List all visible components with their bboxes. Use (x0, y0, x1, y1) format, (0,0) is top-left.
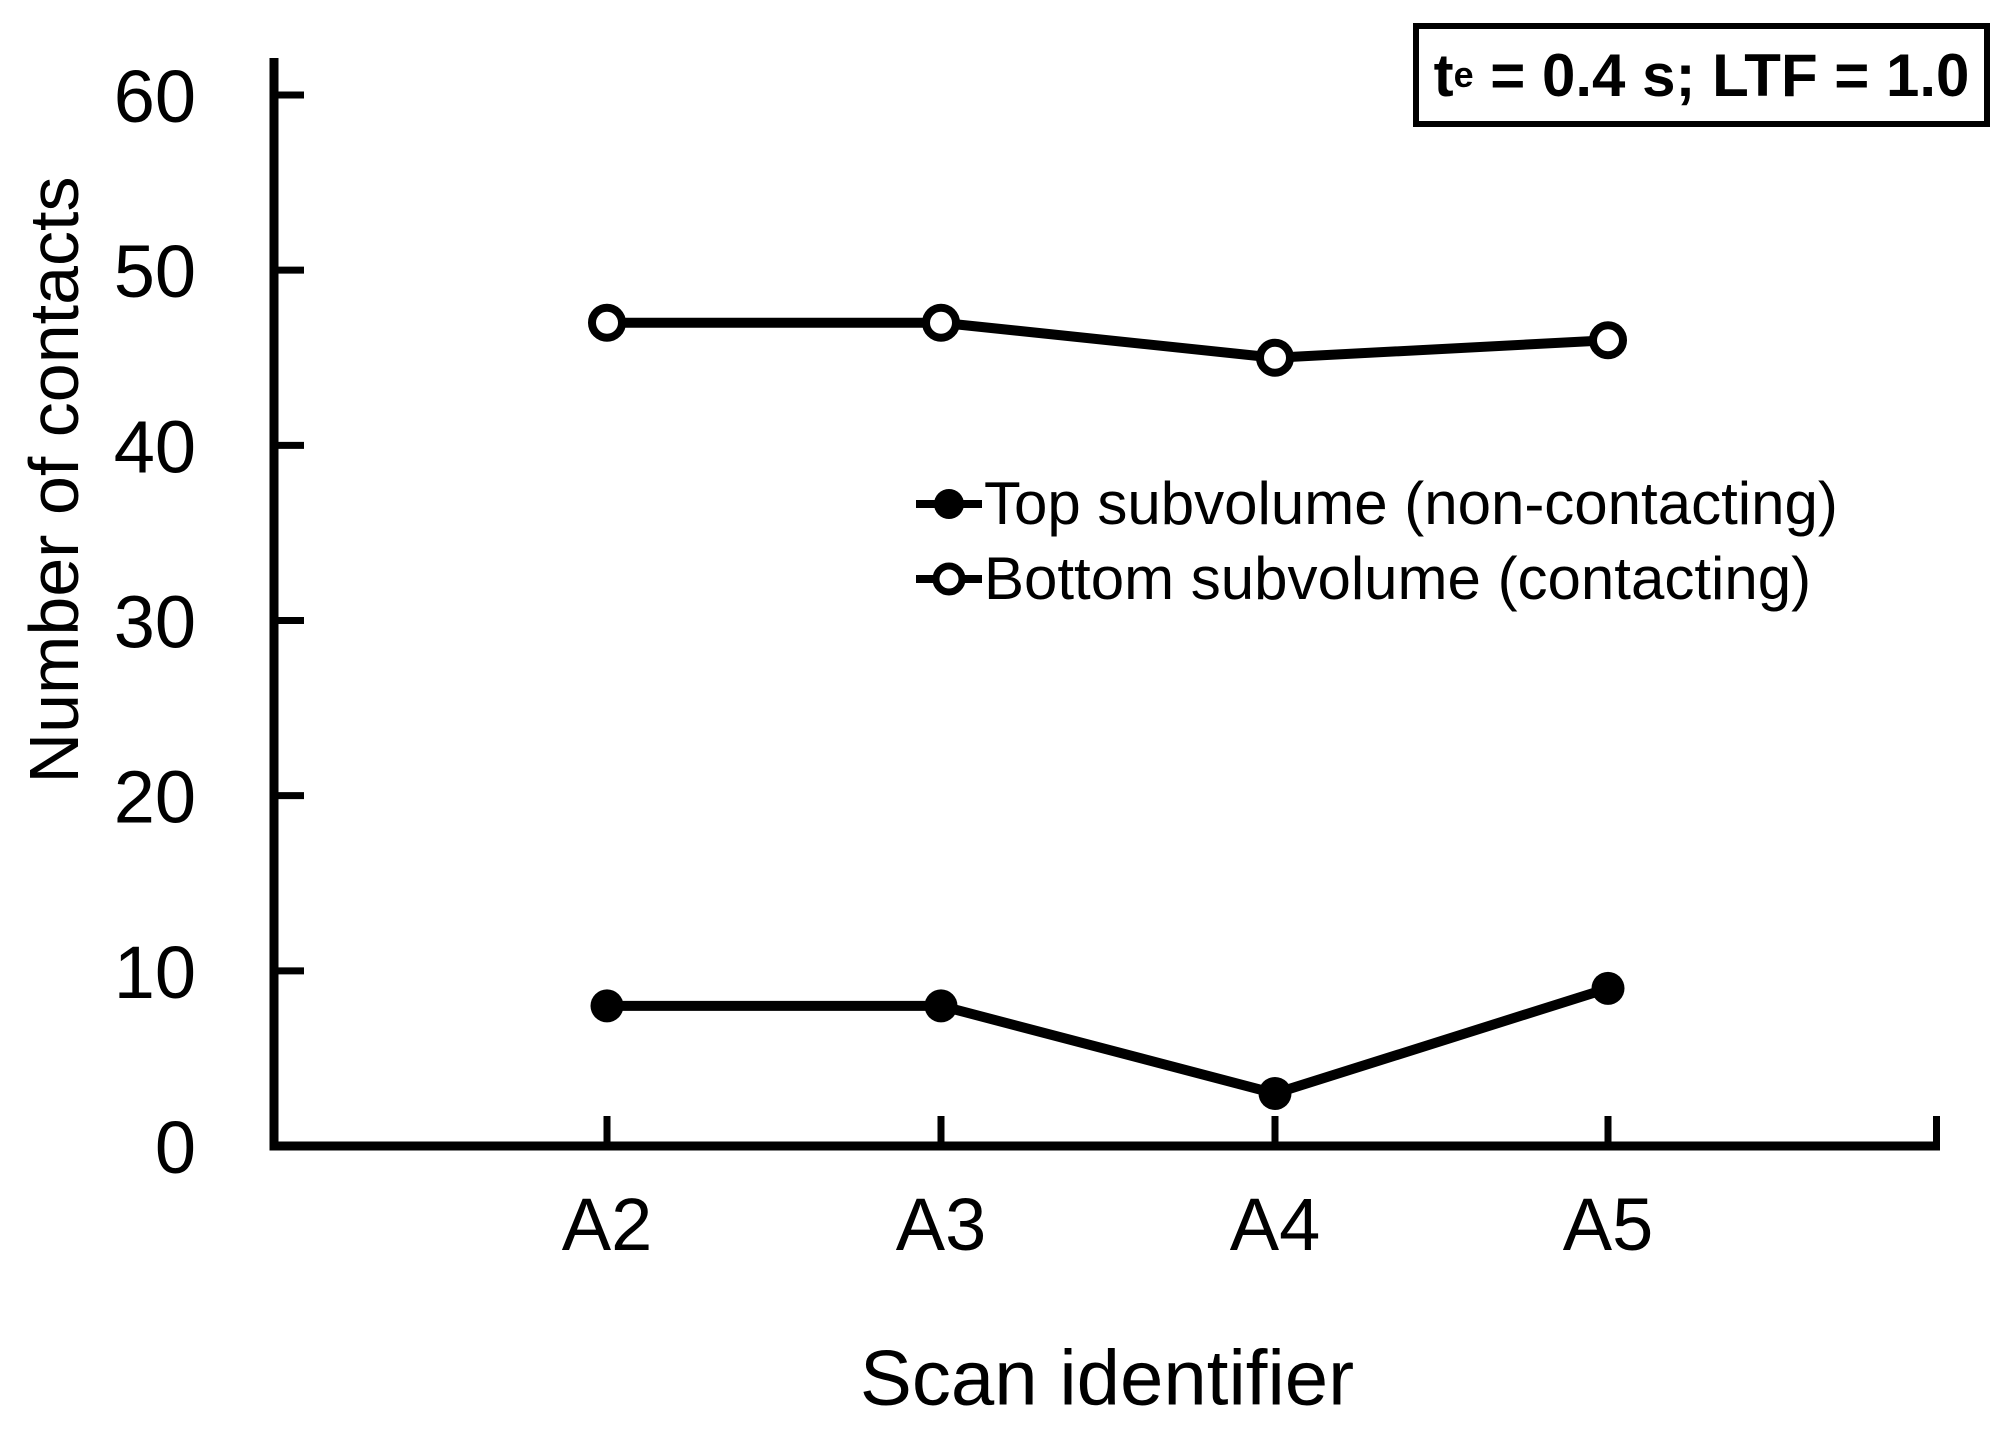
data-point-filled (590, 989, 624, 1023)
y-tick-label: 10 (114, 931, 196, 1014)
y-axis-title: Number of contacts (15, 176, 93, 784)
series-line (602, 983, 1613, 1099)
series-line (602, 317, 1613, 363)
x-tick-label: A4 (1230, 1183, 1321, 1266)
y-tick-label: 20 (114, 756, 196, 839)
open-circle-marker-icon (916, 562, 982, 595)
legend-item-top-subvolume: Top subvolume (non-contacting) (916, 466, 1838, 541)
legend: Top subvolume (non-contacting) Bottom su… (916, 466, 1838, 616)
series-group (588, 303, 1627, 1110)
y-tick-label: 0 (155, 1106, 196, 1189)
x-tick-label: A2 (562, 1183, 653, 1266)
tick-group (274, 91, 1940, 1146)
y-tick-label: 30 (114, 581, 196, 664)
data-point-filled (1258, 1076, 1292, 1110)
annotation-prefix: t (1433, 41, 1454, 109)
x-axis-title: Scan identifier (859, 1333, 1355, 1422)
data-point-filled (1591, 971, 1625, 1005)
y-tick-label: 40 (114, 405, 196, 488)
y-tick-label: 50 (114, 230, 196, 313)
legend-item-bottom-subvolume: Bottom subvolume (contacting) (916, 541, 1838, 616)
annotation-subscript: e (1453, 54, 1474, 95)
y-tick-label: 60 (114, 55, 196, 138)
x-tick-label: A3 (896, 1183, 987, 1266)
filled-circle-marker-icon (916, 488, 982, 519)
legend-label-bottom-subvolume: Bottom subvolume (contacting) (984, 545, 1812, 612)
data-point-filled (924, 989, 958, 1023)
data-point-open (1589, 321, 1627, 360)
data-point-open (1256, 338, 1294, 377)
data-point-open (922, 303, 960, 342)
legend-label-top-subvolume: Top subvolume (non-contacting) (984, 470, 1838, 537)
annotation-rest: = 0.4 s; LTF = 1.0 (1473, 41, 1970, 109)
tick-label-group: 0 10 20 30 40 50 60 A2 A3 A4 A5 (114, 55, 1654, 1266)
x-tick-label: A5 (1563, 1183, 1654, 1266)
data-point-open (588, 303, 626, 342)
